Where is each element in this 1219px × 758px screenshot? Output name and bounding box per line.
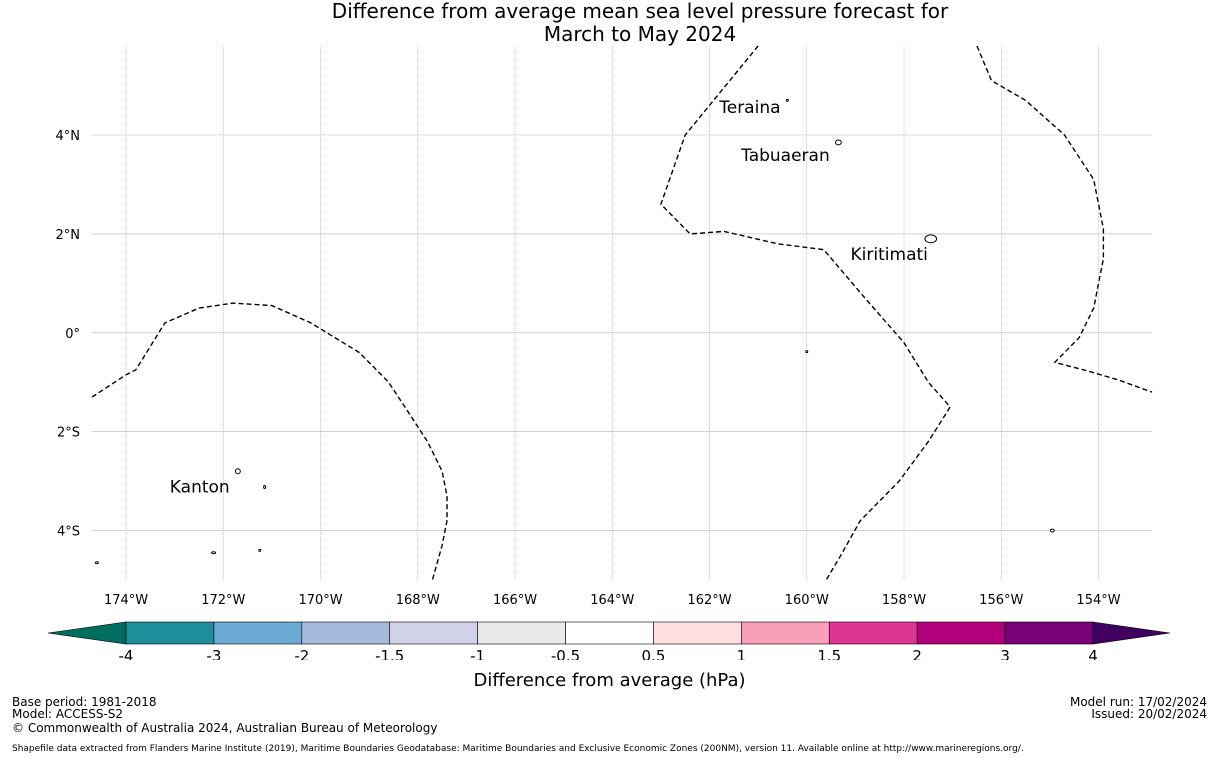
colorbar-tick-label: 1.5 [817,647,841,660]
island-outline [258,548,262,552]
island-outline [1049,528,1055,533]
colorbar-tick-label: 2 [912,647,922,660]
island-outline [211,551,217,555]
lon-tick-label: 158°W [882,593,926,608]
lon-tick-label: 168°W [396,593,440,608]
colorbar-tick-label: -4 [119,647,134,660]
island-outline [94,561,99,565]
lon-tick-label: 154°W [1076,593,1120,608]
issued-text: Issued: 20/02/2024 [1091,707,1207,721]
colorbar: -4 -3 -2 -1.5 -1 -0.5 0.5 1 1.5 2 3 4 [47,621,1171,660]
shapefile-credit-text: Shapefile data extracted from Flanders M… [12,744,1024,754]
colorbar-tick-label: 0.5 [642,647,666,660]
lon-tick-label: 174°W [104,593,148,608]
colorbar-tick-label: -2 [294,647,309,660]
lon-tick-label: 156°W [979,593,1023,608]
island-outline [234,468,241,475]
colorbar-bin [916,621,1006,645]
title-line-1: Difference from average mean sea level p… [331,0,949,23]
lon-tick-label: 172°W [201,593,245,608]
maritime-boundaries [91,45,1153,581]
island-outline [924,234,938,244]
colorbar-bin [565,621,654,645]
island-outline [263,485,267,490]
lon-tick-label: 166°W [493,593,537,608]
chart-title: Difference from average mean sea level p… [0,0,1219,46]
map-plot: 174°W 172°W 170°W 168°W 166°W 164°W 162°W 160°W… [47,45,1171,660]
place-label: Kanton [170,477,230,497]
eez-boundary-line [91,302,448,581]
colorbar-tick-label: 1 [737,647,747,660]
lat-tick-label: 2°S [57,426,80,441]
island-outline [805,350,809,354]
colorbar-bin [477,621,566,645]
place-labels: Teraina Tabuaeran Kiritimati Kanton [170,98,928,498]
colorbar-tick-label: -1 [470,647,485,660]
colorbar-bin [1004,621,1094,645]
graticule: 174°W 172°W 170°W 168°W 166°W 164°W 162°W 160°W… [56,46,1152,608]
lat-tick-label: 0° [65,327,80,342]
colorbar-tick-label: 4 [1088,647,1098,660]
lon-tick-label: 162°W [687,593,731,608]
colorbar-bin [125,621,215,645]
copyright-text: © Commonwealth of Australia 2024, Austra… [12,721,438,735]
colorbar-min-extend [47,621,127,645]
place-label: Tabuaeran [740,146,830,166]
lon-tick-label: 160°W [785,593,829,608]
model-run-text: Model run: 17/02/2024 [1069,695,1207,709]
colorbar-bin [389,621,478,645]
colorbar-title: Difference from average (hPa) [473,670,746,691]
eez-boundary-line [976,45,1153,393]
island-outline [834,139,842,146]
place-label: Kiritimati [851,245,928,265]
colorbar-tick-label: -1.5 [375,647,404,660]
lat-tick-label: 4°N [56,129,81,144]
title-line-2: March to May 2024 [543,22,737,46]
colorbar-bin [741,621,830,645]
colorbar-bin [213,621,303,645]
model-text: Model: ACCESS-S2 [12,707,124,721]
lat-tick-label: 2°N [56,228,81,243]
colorbar-tick-label: -0.5 [551,647,580,660]
colorbar-tick-label: -3 [206,647,221,660]
colorbar-max-extend [1092,621,1171,645]
eez-boundary-line [660,45,952,581]
island-coastlines [94,98,1055,565]
island-outline [785,98,789,102]
colorbar-tick-label: 3 [1000,647,1010,660]
colorbar-bin [653,621,742,645]
colorbar-bin [301,621,391,645]
place-label: Teraina [718,98,780,118]
base-period-text: Base period: 1981-2018 [12,695,157,709]
colorbar-bin [828,621,918,645]
lon-tick-label: 170°W [298,593,342,608]
lon-tick-label: 164°W [590,593,634,608]
lat-tick-label: 4°S [57,525,80,540]
